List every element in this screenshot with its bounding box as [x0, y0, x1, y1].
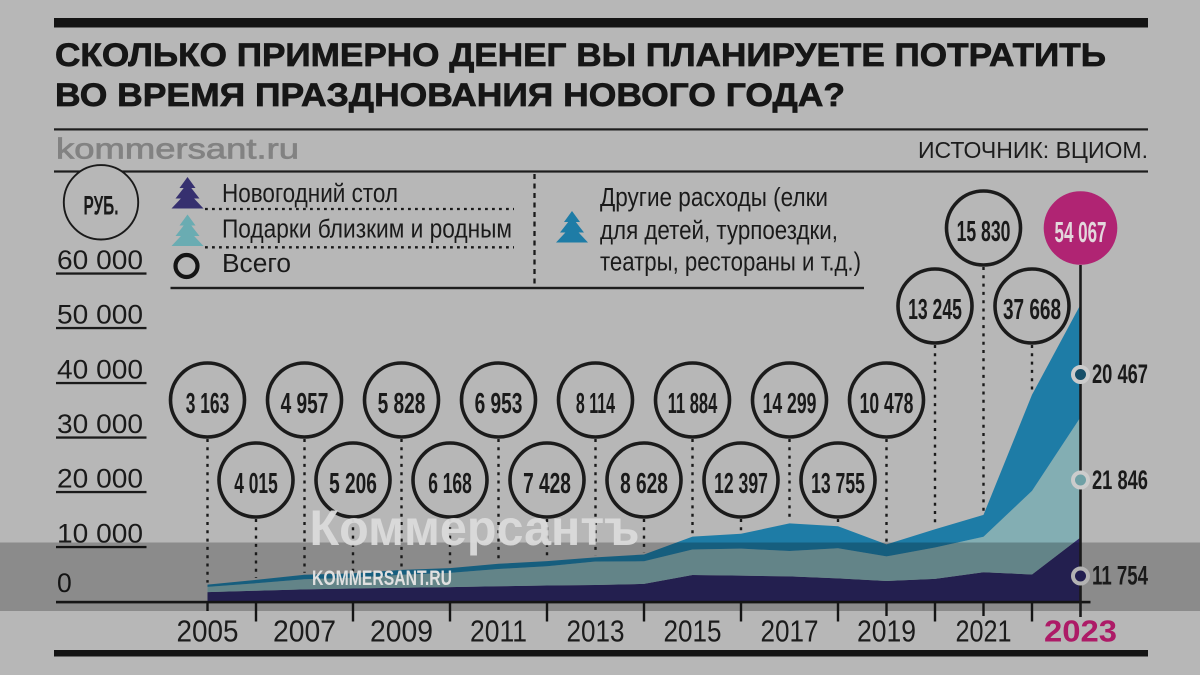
svg-text:54 067: 54 067: [1055, 217, 1107, 249]
svg-text:15 830: 15 830: [957, 216, 1011, 248]
svg-text:11 884: 11 884: [668, 388, 718, 420]
svg-text:2023: 2023: [1044, 614, 1117, 649]
svg-text:Подарки близким и родным: Подарки близким и родным: [222, 216, 512, 244]
svg-text:6 168: 6 168: [428, 468, 472, 500]
svg-text:ВО ВРЕМЯ ПРАЗДНОВАНИЯ НОВОГО Г: ВО ВРЕМЯ ПРАЗДНОВАНИЯ НОВОГО ГОДА?: [55, 77, 845, 113]
svg-text:40 000: 40 000: [57, 354, 143, 384]
svg-text:2015: 2015: [664, 614, 722, 649]
svg-text:30 000: 30 000: [57, 409, 143, 439]
svg-text:13 755: 13 755: [811, 468, 865, 500]
svg-text:Всего: Всего: [222, 250, 291, 278]
svg-text:20 467: 20 467: [1092, 359, 1148, 389]
svg-text:6 953: 6 953: [475, 388, 523, 420]
svg-text:8 628: 8 628: [620, 468, 668, 500]
svg-text:4 957: 4 957: [281, 388, 329, 420]
svg-text:37 668: 37 668: [1003, 294, 1061, 326]
svg-text:KOMMERSANT.RU: KOMMERSANT.RU: [312, 567, 452, 590]
svg-text:kommersant.ru: kommersant.ru: [56, 134, 299, 166]
svg-text:14 299: 14 299: [763, 388, 817, 420]
svg-text:10 000: 10 000: [57, 518, 143, 548]
svg-text:4 015: 4 015: [234, 468, 278, 500]
svg-text:50 000: 50 000: [57, 299, 143, 329]
svg-text:2017: 2017: [761, 614, 819, 649]
svg-text:5 828: 5 828: [378, 388, 426, 420]
svg-text:2019: 2019: [857, 614, 916, 649]
svg-text:РУБ.: РУБ.: [84, 190, 119, 220]
svg-text:2013: 2013: [567, 614, 625, 649]
svg-text:7 428: 7 428: [523, 468, 571, 500]
svg-text:3 163: 3 163: [186, 388, 230, 420]
svg-text:2011: 2011: [470, 614, 527, 649]
svg-text:2021: 2021: [956, 614, 1012, 649]
svg-text:2005: 2005: [177, 614, 239, 649]
svg-text:21 846: 21 846: [1092, 465, 1148, 495]
svg-text:Другие расходы (елки: Другие расходы (елки: [600, 184, 828, 212]
svg-text:12 397: 12 397: [714, 468, 768, 500]
svg-text:0: 0: [57, 568, 72, 598]
svg-text:11 754: 11 754: [1092, 561, 1148, 591]
svg-text:10 478: 10 478: [860, 388, 914, 420]
svg-text:Новогодний стол: Новогодний стол: [222, 180, 398, 208]
svg-text:2007: 2007: [273, 614, 336, 649]
svg-text:ИСТОЧНИК: ВЦИОМ.: ИСТОЧНИК: ВЦИОМ.: [918, 137, 1148, 163]
svg-text:5 206: 5 206: [329, 468, 377, 500]
svg-text:театры, рестораны и т.д.): театры, рестораны и т.д.): [600, 249, 861, 277]
svg-text:60 000: 60 000: [57, 245, 143, 275]
svg-text:Коммерсантъ: Коммерсантъ: [310, 500, 640, 556]
svg-text:8 114: 8 114: [576, 388, 615, 420]
svg-text:13 245: 13 245: [908, 294, 962, 326]
svg-text:20 000: 20 000: [57, 463, 143, 493]
svg-text:2009: 2009: [370, 614, 433, 649]
svg-text:для детей, турпоездки,: для детей, турпоездки,: [600, 217, 838, 245]
svg-text:СКОЛЬКО ПРИМЕРНО ДЕНЕГ ВЫ ПЛАН: СКОЛЬКО ПРИМЕРНО ДЕНЕГ ВЫ ПЛАНИРУЕТЕ ПОТ…: [55, 37, 1106, 73]
